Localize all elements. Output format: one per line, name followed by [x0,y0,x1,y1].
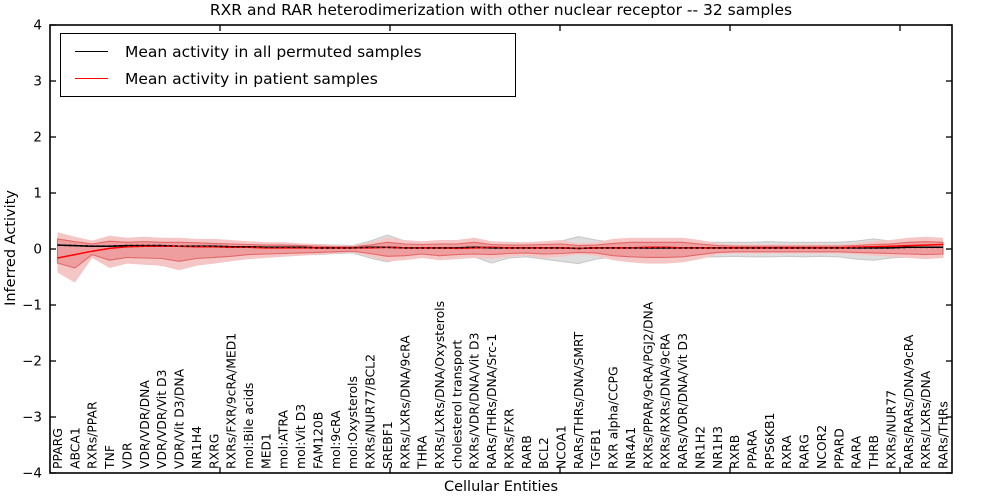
x-category-label: RXRs/LXRs/DNA/Oxysterols [432,301,447,469]
x-category-label: NR1H2 [692,426,707,469]
legend-label-permuted: Mean activity in all permuted samples [125,42,422,61]
x-category-label: RARs/THRs/DNA/Src-1 [484,334,499,469]
x-category-label: NR1H3 [710,426,725,469]
x-category-label: mol:Bile acids [241,383,256,469]
legend-line-sample-patient [75,78,108,79]
x-category-label: RARs/VDR/DNA/Vit D3 [675,333,690,469]
x-category-label: RARA [849,435,864,469]
x-category-label: RARs/THRs [936,401,951,469]
legend-line-sample-permuted [75,51,108,52]
x-category-label: MED1 [258,433,273,469]
x-category-label: RARs/THRs/DNA/SMRT [571,331,586,469]
y-tick-label: −4 [22,466,42,482]
x-category-label: RXRs/NUR77 [883,390,898,469]
legend: Mean activity in all permuted samples Me… [60,33,516,97]
x-category-label: RPS6KB1 [762,413,777,469]
y-tick-label: 1 [33,186,42,202]
legend-entry-patient: Mean activity in patient samples [61,66,515,92]
x-category-label: ABCA1 [67,427,82,469]
line-permuted-dashed [57,244,943,250]
y-tick-label: 4 [33,18,42,34]
x-category-label: THRA [415,435,430,470]
y-axis-label: Inferred Activity [3,190,19,306]
x-category-label: SREBF1 [380,421,395,469]
x-category-label: mol:ATRA [276,410,291,469]
x-category-label: TNF [102,445,117,470]
x-category-label: RXRG [206,434,221,469]
x-category-label: NR4A1 [623,427,638,469]
x-category-label: THRB [866,435,881,470]
x-category-label: VDR/VDR/DNA [137,380,152,469]
y-tick-label: −1 [22,298,42,314]
x-category-label: VDR/VDR/Vit D3 [154,370,169,469]
legend-entry-permuted: Mean activity in all permuted samples [61,39,515,65]
x-category-label: RXRs/FXR [501,408,516,469]
x-category-label: RXRs/LXRs/DNA/9cRA [397,335,412,469]
x-category-label: BCL2 [536,437,551,469]
x-category-label: NR1H4 [189,426,204,469]
x-category-label: FAM120B [310,412,325,469]
x-category-label: RXRB [727,435,742,469]
legend-label-patient: Mean activity in patient samples [125,69,378,88]
x-category-label: PPARG [50,428,65,469]
x-category-label: mol:Vit D3 [293,404,308,469]
x-category-label: RARG [797,434,812,469]
x-category-label: mol:Oxysterols [345,376,360,469]
x-category-label: PPARA [745,429,760,469]
x-category-label: RXRs/RXRs/DNA/9cRA [658,333,673,469]
x-category-label: RXRs/PPAR [85,401,100,469]
x-category-label: VDR/Vit D3/DNA [172,368,187,469]
x-category-label: PPARD [831,428,846,469]
chart-title: RXR and RAR heterodimerization with othe… [209,1,793,19]
x-category-label: RXRs/LXRs/DNA [918,370,933,469]
y-tick-label: 0 [33,242,42,258]
y-tick-label: 3 [33,74,42,90]
x-category-label: NCOR2 [814,425,829,469]
x-category-label: TGFB1 [588,428,603,470]
x-axis-label: Cellular Entities [443,479,559,495]
x-category-label: VDR [119,442,134,469]
x-category-label: RXRs/VDR/DNA/Vit D3 [467,333,482,469]
x-category-label: RXRs/NUR77/BCL2 [363,354,378,469]
y-tick-label: −2 [22,354,42,370]
x-category-label: mol:9cRA [328,410,343,469]
x-category-label: RARB [519,435,534,469]
x-category-label: RXRs/PPAR/9cRA/PGJ2/DNA [640,301,655,469]
x-category-label: RXRA [779,435,794,469]
x-category-label: RARs/RARs/DNA/9cRA [901,334,916,469]
y-tick-label: −3 [22,410,42,426]
band-patient-samples-std-inner-band [56,238,944,269]
x-category-label: RXR alpha/CCPG [606,366,621,469]
y-tick-label: 2 [33,130,42,146]
x-category-label: RXRs/FXR/9cRA/MED1 [224,333,239,469]
x-category-label: NCOA1 [554,425,569,469]
x-category-label: cholesterol transport [449,340,464,469]
